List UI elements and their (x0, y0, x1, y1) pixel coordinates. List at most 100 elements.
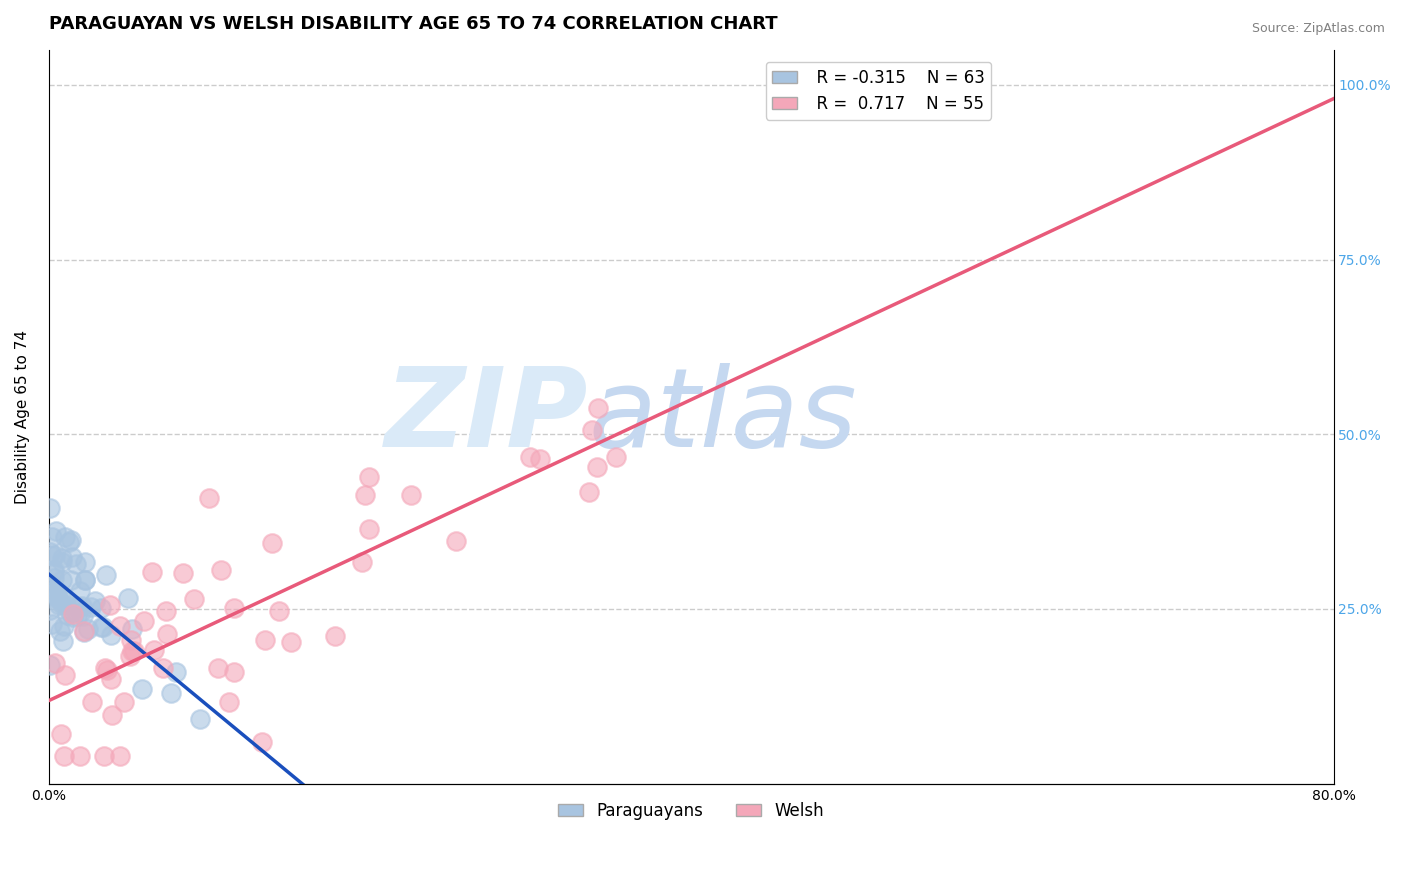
Point (399, 488, 422, 502)
Point (53, 591, 76, 606)
Point (46, 589, 69, 603)
Point (280, 635, 302, 649)
Point (58, 535, 80, 549)
Point (252, 735, 274, 749)
Point (39, 603, 62, 617)
Point (41, 578, 63, 592)
Point (1371, 63, 1393, 78)
Point (66, 600, 89, 615)
Point (519, 450, 541, 465)
Point (42, 563, 65, 577)
Point (131, 681, 153, 696)
Point (77, 622, 100, 636)
Point (39, 582, 62, 596)
Point (39, 657, 62, 672)
Point (98, 599, 121, 613)
Point (55, 607, 77, 622)
Point (60, 549, 83, 564)
Point (49, 727, 72, 741)
Point (581, 423, 603, 437)
Point (51, 573, 73, 587)
Point (62, 607, 84, 622)
Point (46, 592, 69, 607)
Point (260, 535, 283, 549)
Point (218, 695, 240, 709)
Point (112, 695, 135, 709)
Point (73, 573, 96, 587)
Point (51, 634, 73, 648)
Legend: Paraguayans, Welsh: Paraguayans, Welsh (551, 796, 831, 827)
Point (41, 616, 63, 631)
Point (165, 665, 187, 680)
Point (188, 712, 211, 726)
Point (222, 601, 245, 615)
Point (354, 488, 377, 502)
Point (160, 686, 183, 700)
Text: PARAGUAYAN VS WELSH DISABILITY AGE 65 TO 74 CORRELATION CHART: PARAGUAYAN VS WELSH DISABILITY AGE 65 TO… (49, 15, 778, 33)
Point (45, 524, 67, 539)
Point (132, 615, 155, 629)
Point (44, 549, 66, 563)
Point (69, 748, 91, 763)
Point (44, 566, 66, 580)
Point (224, 665, 246, 680)
Point (72, 599, 94, 614)
Point (51, 550, 73, 565)
Point (100, 672, 122, 686)
Text: ZIP: ZIP (385, 363, 588, 470)
Point (108, 618, 131, 632)
Point (155, 604, 177, 618)
Point (586, 401, 609, 415)
Point (529, 452, 551, 467)
Point (39, 545, 62, 559)
Point (183, 592, 205, 607)
Point (121, 644, 143, 658)
Point (42, 583, 65, 598)
Point (53, 667, 76, 681)
Point (207, 661, 229, 675)
Point (73, 624, 96, 638)
Text: Source: ZipAtlas.com: Source: ZipAtlas.com (1251, 22, 1385, 36)
Point (209, 563, 232, 577)
Point (73, 555, 96, 569)
Point (82, 696, 104, 710)
Point (152, 661, 174, 675)
Y-axis label: Disability Age 65 to 74: Disability Age 65 to 74 (15, 330, 30, 504)
Point (141, 565, 163, 579)
Point (39, 500, 62, 515)
Point (55, 598, 77, 612)
Point (91, 620, 114, 634)
Point (120, 648, 142, 663)
Point (605, 450, 627, 464)
Point (41, 530, 63, 544)
Point (323, 629, 346, 643)
Point (60, 573, 83, 587)
Point (96, 663, 118, 677)
Point (73, 624, 96, 639)
Point (73, 573, 96, 587)
Point (53, 530, 76, 544)
Point (62, 609, 84, 624)
Point (48, 598, 70, 612)
Point (44, 656, 66, 670)
Point (143, 643, 166, 657)
Point (120, 633, 142, 648)
Point (45, 584, 67, 599)
Point (59, 533, 82, 548)
Text: atlas: atlas (588, 363, 858, 470)
Point (69, 605, 91, 619)
Point (586, 460, 609, 475)
Point (65, 599, 87, 614)
Point (122, 644, 145, 658)
Point (59, 605, 82, 619)
Point (90, 620, 112, 634)
Point (100, 628, 122, 642)
Point (48, 624, 70, 639)
Point (42, 570, 65, 584)
Point (101, 708, 124, 723)
Point (80, 600, 103, 615)
Point (156, 627, 179, 641)
Point (117, 591, 139, 606)
Point (53, 748, 76, 763)
Point (444, 533, 467, 548)
